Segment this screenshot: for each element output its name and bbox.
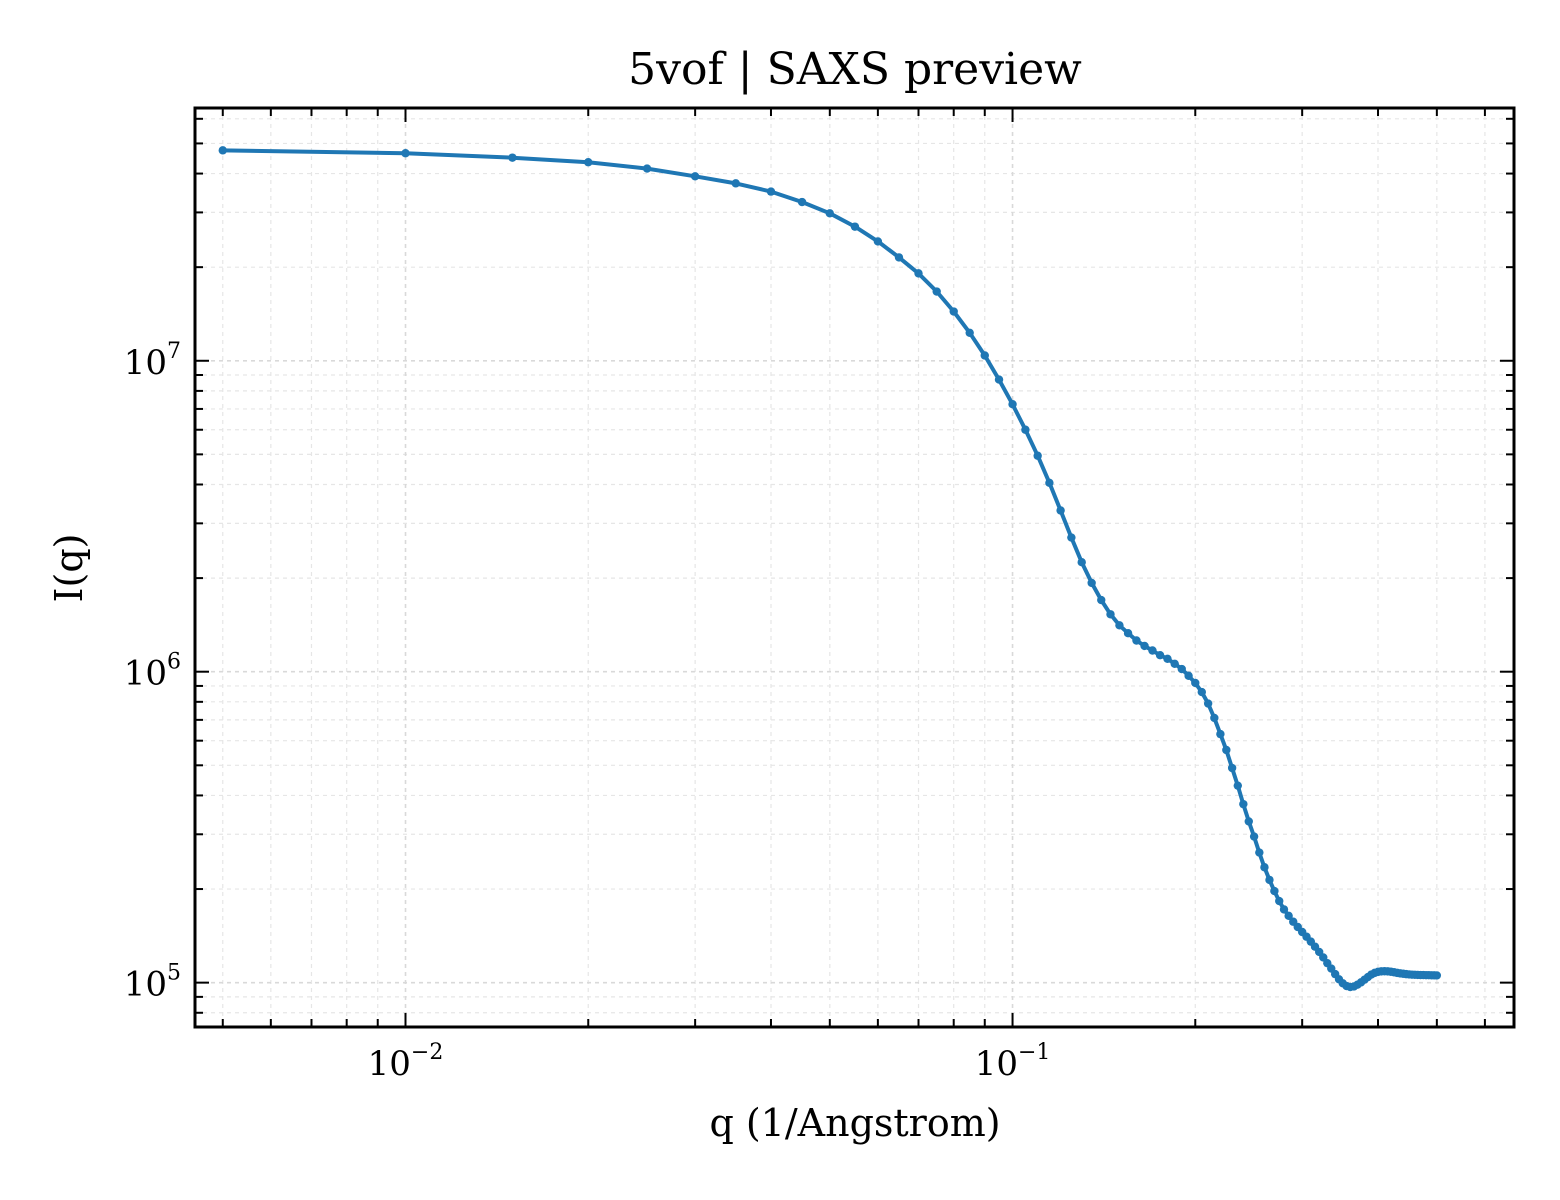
- major-grid: [195, 108, 1514, 1027]
- data-point: [1123, 628, 1133, 638]
- data-point: [1239, 799, 1248, 809]
- data-point: [994, 375, 1004, 384]
- data-point: [1132, 636, 1141, 645]
- data-point: [1216, 729, 1225, 739]
- data-point: [1197, 687, 1206, 697]
- data-point: [894, 253, 904, 262]
- y-axis-label: I(q): [47, 534, 91, 603]
- data-point: [731, 179, 740, 188]
- data-point: [1284, 911, 1293, 921]
- data-point: [1097, 595, 1106, 605]
- y-tick-label: 106: [124, 650, 181, 694]
- minor-grid: [195, 108, 1514, 1027]
- data-point: [1249, 832, 1259, 841]
- data-point: [850, 222, 860, 231]
- data-point: [508, 153, 517, 162]
- data-point: [1140, 641, 1149, 651]
- data-point: [766, 187, 776, 196]
- data-point: [1087, 578, 1096, 588]
- data-point: [1148, 646, 1157, 655]
- y-tick-label: 107: [124, 339, 181, 383]
- x-axis-label: q (1/Angstrom): [709, 1101, 1000, 1145]
- data-point: [1056, 506, 1065, 515]
- data-point: [1067, 533, 1076, 542]
- data-point: [1260, 863, 1269, 872]
- data-point: [1163, 654, 1172, 664]
- data-point: [1227, 763, 1237, 773]
- data-point: [1210, 713, 1219, 723]
- series-layer: [218, 146, 1442, 992]
- data-point: [1115, 621, 1124, 630]
- axis-ticks: [195, 108, 1514, 1027]
- data-point: [825, 209, 835, 218]
- data-point: [1244, 817, 1253, 826]
- data-point: [401, 149, 410, 158]
- data-point: [690, 172, 700, 181]
- data-point: [980, 351, 989, 360]
- data-point: [1233, 781, 1242, 790]
- data-point: [1222, 745, 1231, 755]
- x-tick-label: 10−1: [975, 1040, 1051, 1084]
- data-point: [1184, 671, 1193, 681]
- data-point: [914, 269, 923, 278]
- data-point: [584, 158, 593, 167]
- data-point: [1077, 557, 1086, 567]
- data-point: [1045, 478, 1054, 488]
- data-point: [1170, 659, 1179, 669]
- data-point: [949, 307, 958, 316]
- data-point: [642, 164, 652, 173]
- tick-labels: 10−2 10−1 105 106 107: [124, 339, 1051, 1084]
- x-tick-label: 10−2: [368, 1040, 444, 1084]
- data-point: [1275, 896, 1284, 906]
- data-point: [1155, 650, 1165, 660]
- data-point: [965, 328, 974, 338]
- data-point: [1177, 664, 1186, 674]
- chart-title: 5vof | SAXS preview: [628, 44, 1082, 95]
- data-point: [1279, 905, 1289, 914]
- y-tick-label: 105: [124, 961, 181, 1005]
- data-point: [1008, 399, 1017, 409]
- data-point: [1265, 875, 1274, 885]
- data-point: [1270, 886, 1279, 896]
- data-point: [218, 146, 227, 155]
- plot-frame: [193, 106, 1516, 1029]
- data-point: [1021, 425, 1030, 434]
- data-point: [1255, 848, 1264, 857]
- data-point: [932, 287, 941, 296]
- data-point: [873, 237, 883, 246]
- data-point: [1203, 699, 1213, 708]
- data-point: [797, 197, 807, 207]
- data-point: [1191, 678, 1200, 688]
- data-point: [1106, 610, 1115, 619]
- data-point: [1033, 451, 1042, 460]
- data-point: [1432, 971, 1442, 980]
